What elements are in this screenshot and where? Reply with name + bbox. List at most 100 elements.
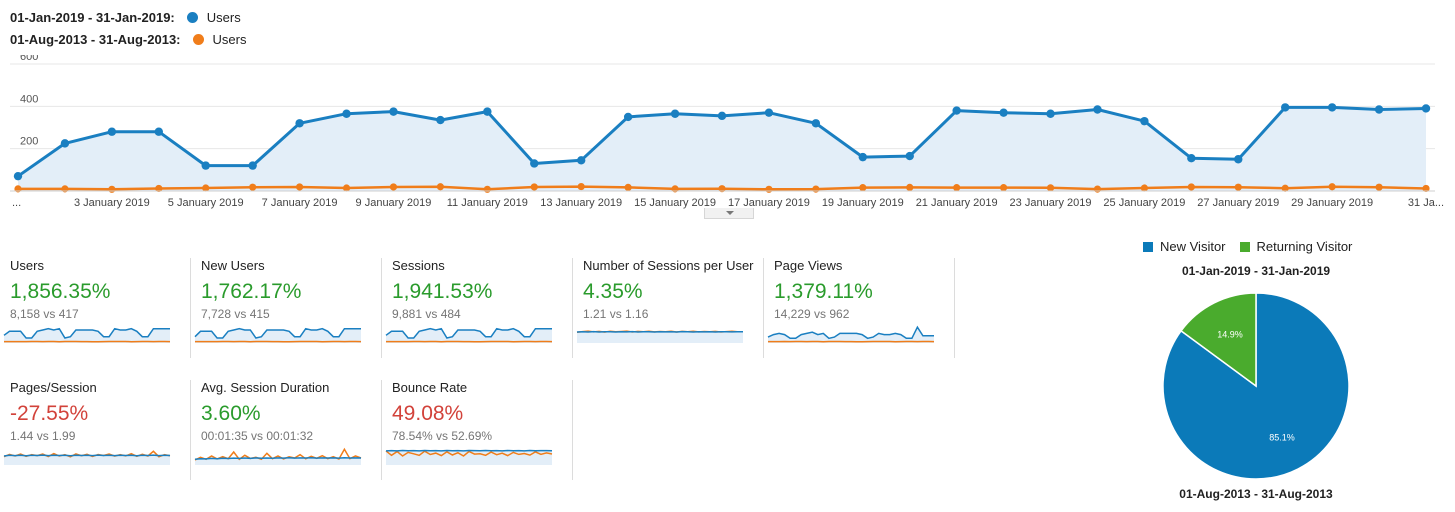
metric-change-value: 3.60%: [201, 402, 261, 425]
metric-label: Sessions: [392, 258, 445, 273]
data-point-current: [530, 159, 539, 168]
data-point-current: [483, 107, 492, 116]
data-point-previous: [108, 185, 116, 193]
pie-legend-label: New Visitor: [1160, 239, 1226, 254]
x-tick-label: 5 January 2019: [168, 197, 244, 209]
data-point-current: [60, 139, 70, 148]
visitor-type-pie-chart[interactable]: 85.1% 14.9%: [1160, 290, 1352, 482]
metric-tile-number-of-sessions-per-user[interactable]: Number of Sessions per User 4.35% 1.21 vs …: [573, 258, 764, 358]
metric-change-value: 49.08%: [392, 402, 464, 425]
sparkline-current: [194, 327, 361, 339]
data-point-previous: [906, 183, 914, 192]
data-point-current: [107, 127, 117, 136]
pie-title-bottom: 01-Aug-2013 - 31-Aug-2013: [1179, 487, 1333, 501]
data-point-current: [670, 109, 680, 118]
data-point-previous: [155, 184, 163, 193]
data-point-previous: [1000, 184, 1008, 192]
data-point-current: [717, 111, 727, 121]
sparkline-current: [385, 327, 552, 339]
data-point-previous: [202, 184, 210, 192]
metric-tile-page-views[interactable]: Page Views 1,379.11% 14,229 vs 962: [764, 258, 955, 358]
x-tick-label: 31 Ja...: [1408, 197, 1444, 209]
data-point-current: [999, 108, 1008, 117]
sparkline: [576, 330, 744, 343]
sparkline-area: [195, 457, 361, 465]
metric-label: Pages/Session: [10, 380, 97, 395]
series-area: [18, 107, 1426, 191]
sparkline-area: [4, 328, 170, 343]
data-point-current: [154, 127, 163, 136]
data-point-previous: [342, 184, 351, 192]
data-point-previous: [812, 185, 820, 193]
data-point-current: [1374, 105, 1384, 114]
x-tick-label: 9 January 2019: [356, 197, 432, 209]
sparkline-area: [195, 328, 361, 343]
metric-label: Page Views: [774, 258, 843, 273]
metric-change-value: -27.55%: [10, 402, 89, 425]
metric-change-value: 1,379.11%: [774, 280, 873, 303]
data-point-current: [248, 161, 257, 170]
sparkline-previous: [194, 447, 362, 461]
data-point-previous: [765, 185, 773, 193]
pie-title-top: 01-Jan-2019 - 31-Jan-2019: [1181, 264, 1331, 278]
data-point-current: [952, 106, 961, 115]
returning-visitor-swatch: [1239, 241, 1250, 252]
data-point-current: [1327, 103, 1337, 112]
sparkline-current: [3, 454, 171, 457]
data-point-current: [342, 109, 351, 118]
x-tick-label: 29 January 2019: [1291, 197, 1373, 209]
metric-comparison: 14,229 vs 962: [774, 307, 850, 321]
data-point-previous: [1422, 184, 1430, 193]
users-line-chart[interactable]: 600 400 200... 3 January 2019 5 January 2019…: [0, 55, 1455, 215]
metric-tile-sessions[interactable]: Sessions 1,941.53% 9,881 vs 484: [382, 258, 573, 358]
x-tick-label: 7 January 2019: [262, 197, 338, 209]
metric-change-value: 1,856.35%: [10, 280, 111, 303]
data-point-previous: [436, 183, 444, 191]
data-point-current: [1046, 109, 1055, 118]
data-point-previous: [1234, 183, 1242, 191]
metric-change-value: 1,941.53%: [392, 280, 493, 303]
pie-legend-new-visitor[interactable]: New Visitor: [1143, 239, 1226, 254]
y-tick-label: 400: [20, 93, 38, 105]
data-point-current: [201, 161, 210, 170]
sparkline: [3, 450, 171, 465]
legend-dot-current: [186, 12, 198, 23]
metric-comparison: 1.21 vs 1.16: [583, 307, 649, 321]
sparkline-current: [767, 325, 934, 340]
sparkline: [385, 449, 553, 465]
sparkline-previous: [385, 450, 553, 457]
data-point-previous: [1281, 184, 1289, 192]
sparkline: [385, 327, 553, 343]
data-point-previous: [296, 183, 304, 191]
y-tick-label: 200: [20, 136, 38, 148]
metric-change-value: 4.35%: [583, 280, 643, 303]
sparkline: [3, 327, 171, 343]
data-point-previous: [1140, 184, 1148, 192]
metric-comparison: 8,158 vs 417: [10, 307, 79, 321]
metric-tile-bounce-rate[interactable]: Bounce Rate 49.08% 78.54% vs 52.69%: [382, 380, 573, 480]
metric-label: New Users: [201, 258, 265, 273]
legend-metric[interactable]: Users: [212, 32, 247, 47]
data-point-previous: [1375, 183, 1383, 191]
data-point-current: [1187, 153, 1196, 163]
metric-tile-users[interactable]: Users 1,856.35% 8,158 vs 417: [0, 258, 191, 358]
chart-collapse-toggle[interactable]: [704, 208, 754, 219]
metric-tile-avg-session-duration[interactable]: Avg. Session Duration 3.60% 00:01:35 vs 00…: [191, 380, 382, 480]
metric-comparison: 00:01:35 vs 00:01:32: [201, 429, 314, 443]
metric-tile-pages-session[interactable]: Pages/Session -27.55% 1.44 vs 1.99: [0, 380, 191, 480]
metric-tile-new-users[interactable]: New Users 1,762.17% 7,728 vs 415: [191, 258, 382, 358]
data-point-current: [623, 112, 633, 122]
sparkline: [767, 325, 935, 343]
data-point-current: [1093, 105, 1102, 114]
pie-legend-returning-visitor[interactable]: Returning Visitor: [1239, 239, 1352, 254]
legend-metric[interactable]: Users: [206, 10, 241, 25]
x-tick-label: 19 January 2019: [822, 197, 904, 209]
pie-slice-label: 85.1%: [1269, 432, 1295, 442]
metric-label: Bounce Rate: [392, 380, 468, 395]
data-point-current: [811, 119, 821, 128]
x-tick-label: 25 January 2019: [1103, 197, 1185, 209]
data-point-previous: [1093, 185, 1102, 193]
data-point-previous: [577, 182, 585, 191]
x-tick-label: 3 January 2019: [74, 197, 150, 209]
legend-dot-previous: [192, 34, 204, 45]
